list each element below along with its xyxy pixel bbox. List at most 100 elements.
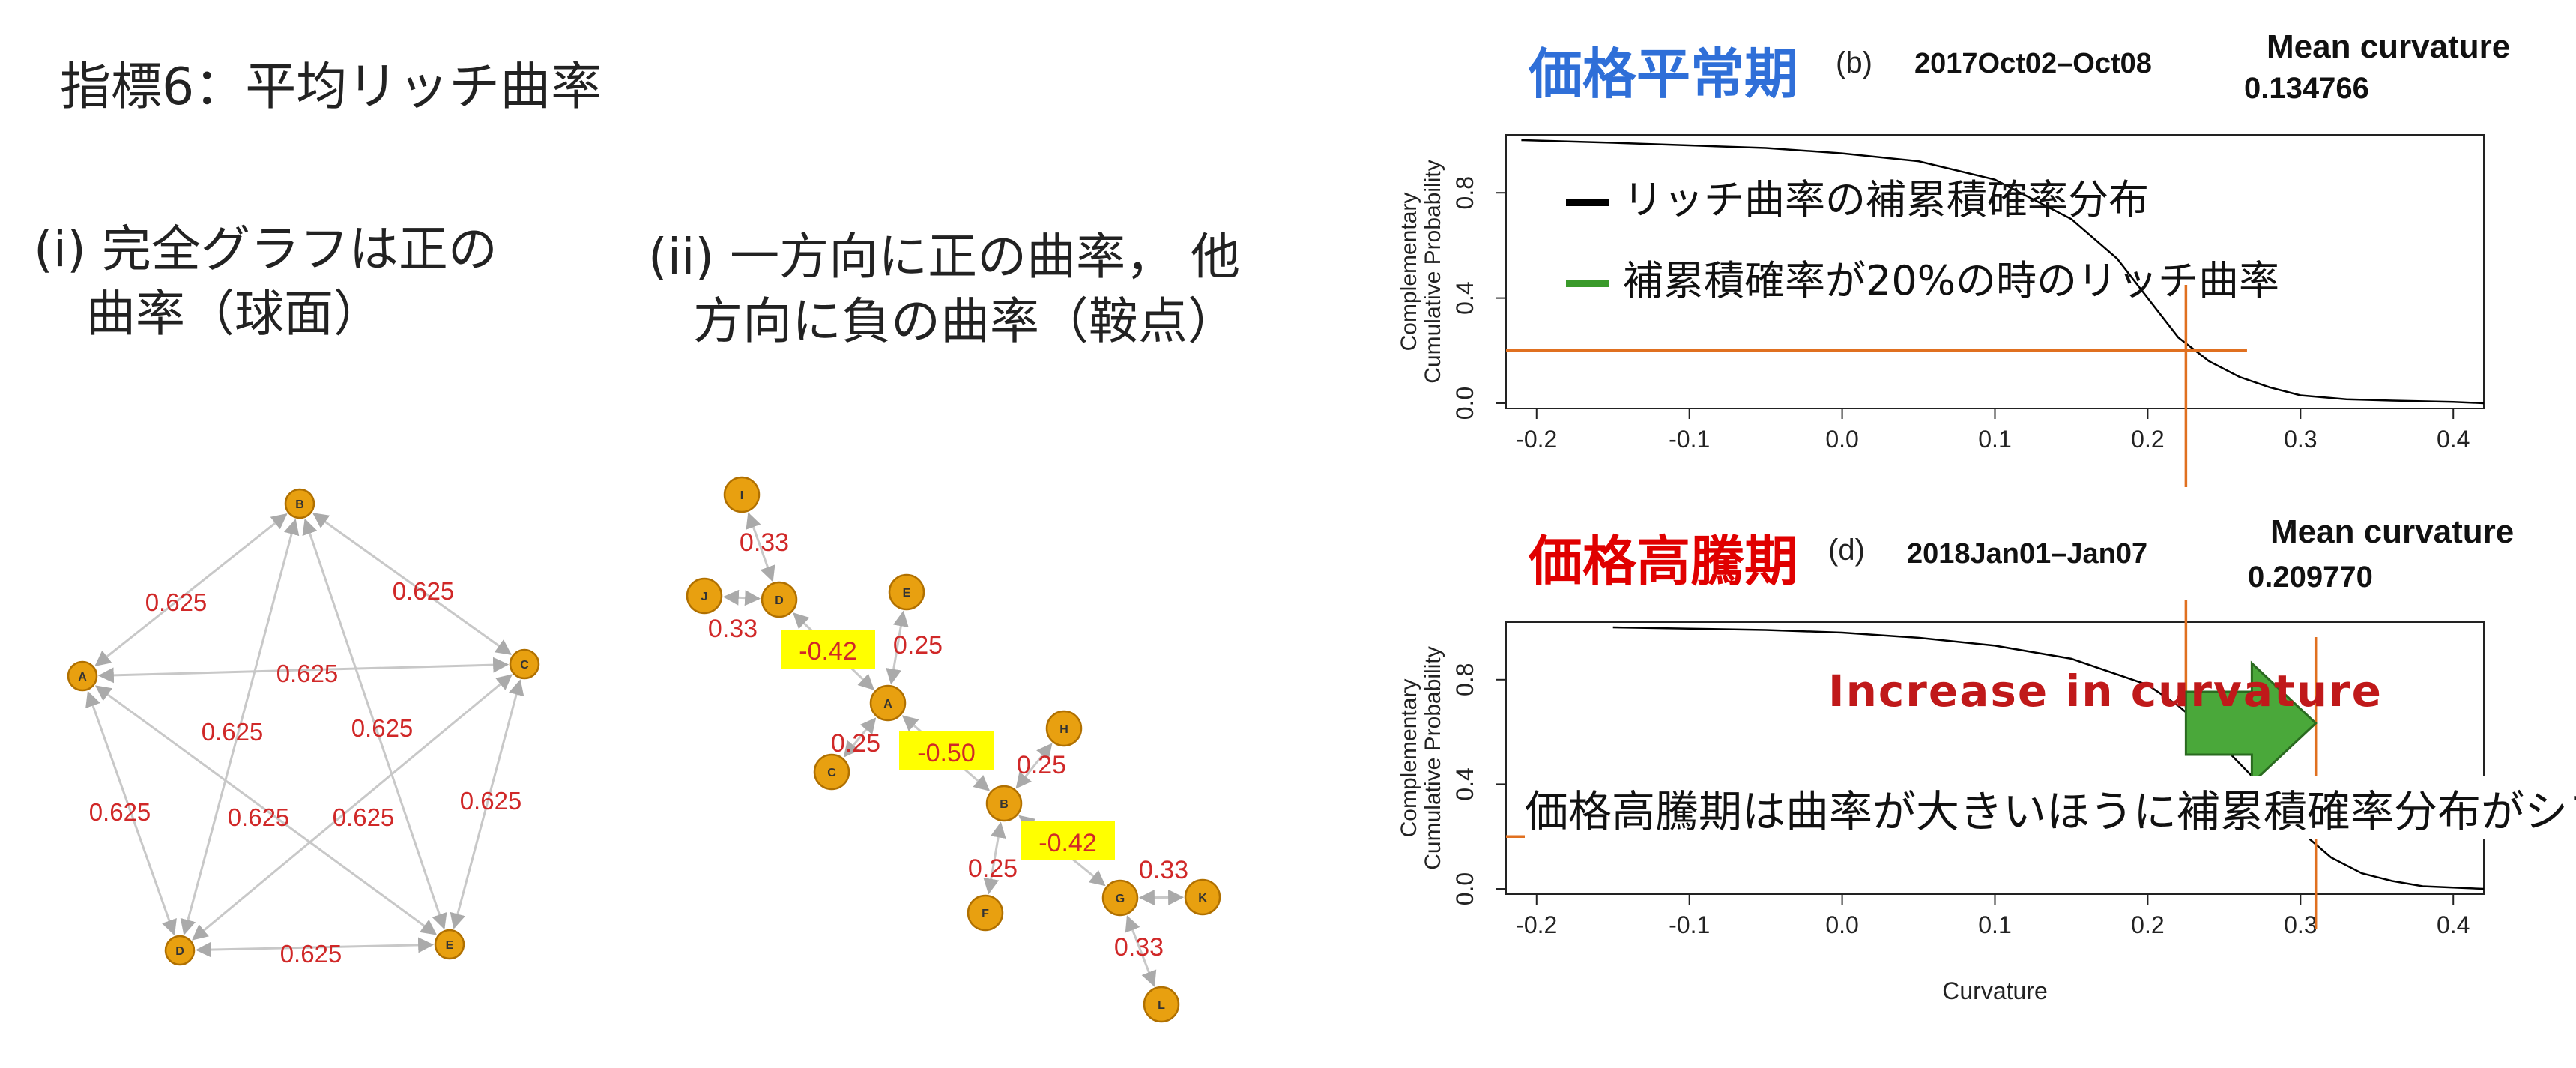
panel-b-label: (b): [1836, 46, 1872, 79]
graph-node-label: E: [903, 587, 911, 600]
y-axis-label: Complementary: [1397, 679, 1421, 838]
shift-note: 価格高騰期は曲率が大きいほうに補累積確率分布がシフト: [1525, 776, 2576, 839]
graph-node-label: C: [520, 659, 529, 672]
graph-node-label: D: [775, 594, 784, 607]
x-tick-label: 0.4: [2437, 426, 2470, 453]
edge-curvature-label: 0.33: [740, 528, 789, 557]
graph-edge: [722, 589, 761, 606]
panel-i-caption-line1: (i) 完全グラフは正の: [34, 220, 498, 278]
edge-curvature-label: 0.33: [708, 615, 758, 643]
graph-node: [686, 577, 723, 615]
panel-b-date: 2017Oct02–Oct08: [1914, 48, 2152, 79]
graph-edge: [195, 937, 435, 958]
panel-i-caption: (i) 完全グラフは正の 曲率（球面）: [34, 217, 498, 346]
y-tick-label: 0.0: [1451, 872, 1478, 905]
y-tick-label: 0.8: [1451, 176, 1478, 209]
mean-curvature-b-label: Mean curvature: [2267, 28, 2511, 65]
edge-curvature-label: -0.42: [1038, 829, 1097, 857]
legend-20pct-swatch: [1566, 280, 1609, 287]
y-axis-label: Complementary: [1397, 193, 1421, 352]
y-axis-label: Cumulative Probability: [1421, 160, 1445, 383]
period-spike-title: 価格高騰期: [1529, 530, 1799, 593]
x-tick-label: -0.1: [1669, 911, 1710, 938]
x-tick-label: 0.0: [1825, 911, 1858, 938]
graph-node: [164, 935, 196, 966]
negative-curvature-highlight: [1021, 821, 1115, 860]
negative-curvature-highlight: [899, 731, 994, 770]
edge-curvature-label: 0.625: [460, 787, 522, 815]
mean-curvature-b-value: 0.134766: [2244, 72, 2369, 105]
graph-edge: [983, 821, 1006, 895]
x-tick-label: 0.3: [2284, 426, 2317, 453]
edge-curvature-label: 0.33: [1114, 933, 1164, 962]
graph-node-label: L: [1158, 999, 1165, 1012]
edge-curvature-label: -0.42: [799, 637, 857, 666]
slide-title: 指標6：平均リッチ曲率: [60, 58, 602, 117]
edge-curvature-label: 0.625: [276, 660, 339, 687]
panel-i-caption-line2: 曲率（球面）: [86, 285, 383, 343]
panel-d-date: 2018Jan01–Jan07: [1907, 538, 2148, 570]
graph-node: [985, 785, 1023, 822]
graph-node: [67, 660, 98, 692]
panel-d-label: (d): [1828, 534, 1865, 567]
graph-edge: [450, 679, 524, 929]
graph-node-label: J: [701, 591, 708, 603]
graph-node-label: K: [1198, 892, 1207, 905]
ccdf-chart-spike: -0.2 -0.1 0.0 0.1 0.2 0.3 0.4 0.0 0.4 0.8 Compleme…: [1397, 600, 2485, 1004]
graph-node-label: F: [982, 908, 989, 920]
graph-edge: [843, 717, 877, 758]
graph-node: [1184, 878, 1221, 916]
y-axis-label: Cumulative Probability: [1421, 646, 1445, 869]
edge-curvature-label: 0.25: [893, 631, 943, 660]
edge-curvature-label: -0.50: [917, 739, 976, 767]
edge-curvature-label: 0.625: [89, 798, 151, 826]
panel-ii-caption-line2: 方向に負の曲率（鞍点）: [693, 292, 1237, 350]
y-tick-label: 0.4: [1451, 281, 1478, 314]
graph-node-label: H: [1059, 723, 1068, 736]
legend-20pct-label: 補累積確率が20%の時のリッチ曲率: [1623, 257, 2280, 304]
panel-ii-caption-line1: (ii) 一方向に正の曲率， 他: [648, 228, 1241, 286]
graph-node: [509, 648, 540, 680]
graph-edge: [1015, 743, 1053, 789]
negative-curvature-highlight: [781, 630, 875, 669]
x-tick-label: 0.2: [2131, 426, 2164, 453]
legend-ccdf: リッチ曲率の補累積確率分布: [1566, 166, 2149, 226]
graph-edge: [1125, 915, 1157, 987]
y-tick-label: 0.8: [1451, 663, 1478, 696]
saddle-graph: 0.33 0.33 -0.42 0.25 0.25 -0.50 0.25 0.25 -0.42 0…: [686, 476, 1221, 1023]
x-tick-label: -0.2: [1516, 911, 1557, 938]
x-tick-label: 0.1: [1978, 426, 2011, 453]
graph-node: [723, 476, 761, 513]
x-tick-label: -0.1: [1669, 426, 1710, 453]
edge-curvature-label: 0.625: [280, 940, 342, 968]
graph-node-label: C: [827, 767, 836, 779]
edge-curvature-label: 0.625: [228, 803, 290, 831]
edge-curvature-label: 0.25: [831, 729, 880, 758]
legend-ccdf-label: リッチ曲率の補累積確率分布: [1623, 176, 2149, 223]
graph-edge: [746, 512, 775, 582]
y-tick-label: 0.0: [1451, 387, 1478, 420]
graph-node-label: E: [446, 939, 454, 952]
edge-curvature-label: 0.625: [393, 577, 455, 605]
legend-20pct: 補累積確率が20%の時のリッチ曲率: [1566, 247, 2279, 307]
graph-node-label: B: [295, 498, 304, 511]
graph-node: [1101, 879, 1139, 917]
graph-edge: [886, 610, 909, 685]
mean-curvature-d-label: Mean curvature: [2270, 513, 2515, 550]
x-tick-label: 0.3: [2284, 911, 2317, 938]
edge-curvature-label: 0.625: [145, 588, 208, 616]
ccdf-line: [1521, 139, 2485, 405]
graph-node: [1045, 710, 1083, 747]
graph-node: [813, 753, 850, 791]
increase-annotation: Increase in curvature: [1828, 666, 2383, 716]
graph-node: [1143, 986, 1180, 1023]
period-normal-title: 価格平常期: [1529, 43, 1799, 106]
ccdf-chart-normal: -0.2 -0.1 0.0 0.1 0.2 0.3 0.4 0.0 0.4 0.8 Compleme…: [1397, 134, 2485, 487]
x-tick-label: 0.0: [1825, 426, 1858, 453]
graph-node: [967, 894, 1004, 932]
x-tick-label: 0.4: [2437, 911, 2470, 938]
graph-node: [434, 929, 465, 960]
edge-curvature-label: 0.25: [968, 854, 1018, 883]
plot-frame: [1505, 621, 2485, 895]
edge-curvature-label: 0.33: [1139, 856, 1188, 884]
